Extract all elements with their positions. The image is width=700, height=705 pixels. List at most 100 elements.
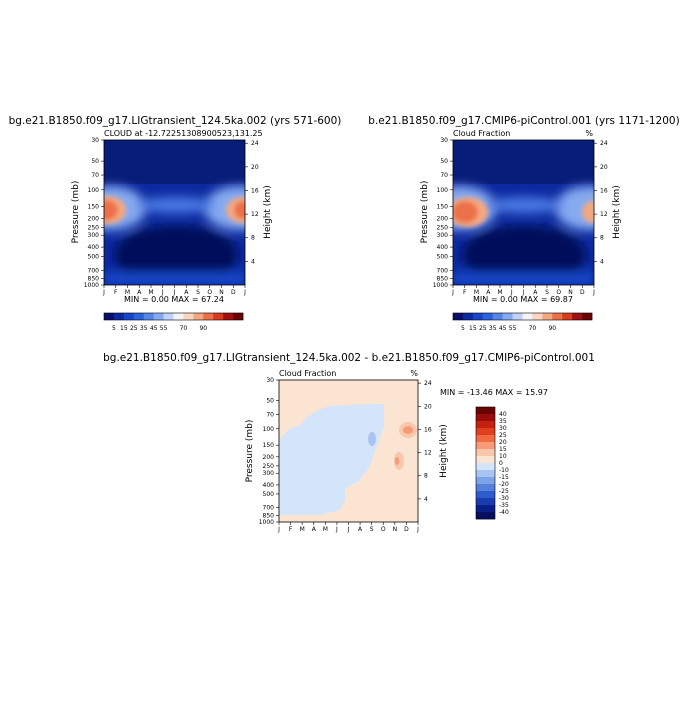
x-tick-label: N xyxy=(568,289,573,296)
colorbar-label: 15 xyxy=(120,325,128,332)
panel2-band-right xyxy=(555,186,594,230)
colorbar-label: 15 xyxy=(499,446,507,453)
x-tick-label: O xyxy=(556,289,561,296)
y-tick-label: 30 xyxy=(91,137,99,144)
y-right-tick-label: 8 xyxy=(424,473,428,480)
panel2-corner-label: % xyxy=(585,129,593,138)
panel3-ylabel-right: Height (km) xyxy=(439,424,449,478)
panel2-title: b.e21.B1850.f09_g17.CMIP6-piControl.001 … xyxy=(368,115,679,127)
panel1-cloud-max-left xyxy=(104,200,118,220)
panel2-dry-core xyxy=(462,225,586,285)
colorbar-label: 5 xyxy=(112,325,116,332)
colorbar-label: -25 xyxy=(499,488,509,495)
y-tick-label: 400 xyxy=(263,482,275,489)
panel2-cloud-max-right xyxy=(582,201,594,223)
panel1-band-mid xyxy=(136,197,216,213)
y-tick-label: 50 xyxy=(91,158,99,165)
colorbar-swatch xyxy=(582,313,593,320)
x-tick-label: O xyxy=(381,526,386,533)
panel3-ylabel: Pressure (mb) xyxy=(245,420,255,483)
y-tick-label: 500 xyxy=(437,253,449,260)
y-tick-label: 1000 xyxy=(84,282,99,289)
y-tick-label: 200 xyxy=(263,454,275,461)
y-right-tick-label: 12 xyxy=(251,211,259,218)
colorbar-label: 90 xyxy=(199,325,207,332)
colorbar-label: 90 xyxy=(548,325,556,332)
y-tick-label: 70 xyxy=(266,411,274,418)
y-tick-label: 100 xyxy=(88,187,100,194)
y-tick-label: 700 xyxy=(88,267,100,274)
y-right-tick-label: 16 xyxy=(600,187,608,194)
panel3-title: bg.e21.B1850.f09_g17.LIGtransient_124.5k… xyxy=(103,352,595,364)
colorbar-swatch xyxy=(476,512,495,520)
y-tick-label: 70 xyxy=(440,172,448,179)
colorbar-swatch xyxy=(472,313,484,320)
x-tick-label: M xyxy=(323,526,328,533)
x-tick-label: J xyxy=(592,289,595,296)
panel1-plot-field xyxy=(104,140,245,285)
colorbar-label: 35 xyxy=(499,418,507,425)
panel3-negative-region xyxy=(279,404,384,515)
x-tick-label: N xyxy=(393,526,398,533)
colorbar-label: 0 xyxy=(499,460,503,467)
colorbar-label: -20 xyxy=(499,481,509,488)
y-tick-label: 50 xyxy=(440,158,448,165)
colorbar-swatch xyxy=(476,421,495,429)
colorbar-label: 5 xyxy=(461,325,465,332)
colorbar-label: 25 xyxy=(479,325,487,332)
colorbar-swatch xyxy=(223,313,234,320)
colorbar-swatch xyxy=(153,313,164,320)
x-tick-label: F xyxy=(289,526,293,533)
x-tick-label: M xyxy=(125,289,130,296)
x-tick-label: J xyxy=(335,526,338,533)
x-tick-label: M xyxy=(497,289,502,296)
y-tick-label: 700 xyxy=(263,505,275,512)
colorbar-swatch xyxy=(482,313,494,320)
panel2-ylabel: Pressure (mb) xyxy=(420,181,430,244)
x-tick-label: J xyxy=(451,289,454,296)
panel3-plot-field xyxy=(279,380,418,522)
x-tick-label: J xyxy=(102,289,105,296)
y-right-tick-label: 12 xyxy=(424,450,432,457)
x-tick-label: J xyxy=(277,526,280,533)
y-tick-label: 150 xyxy=(263,442,275,449)
panel2-colorbar: 5 15 25 35 45 55 70 90 xyxy=(452,312,593,332)
colorbar-swatch xyxy=(476,435,495,443)
colorbar-swatch xyxy=(542,313,553,320)
x-tick-label: N xyxy=(219,289,224,296)
colorbar-label: 10 xyxy=(499,453,507,460)
colorbar-label: 45 xyxy=(150,325,158,332)
colorbar-swatch xyxy=(213,313,224,320)
colorbar-swatch xyxy=(203,313,214,320)
colorbar-swatch xyxy=(476,491,495,499)
colorbar-swatch xyxy=(476,407,495,415)
y-tick-label: 30 xyxy=(266,377,274,384)
colorbar-label: -10 xyxy=(499,467,509,474)
x-tick-label: A xyxy=(486,289,491,296)
colorbar-label: 70 xyxy=(180,325,188,332)
y-tick-label: 200 xyxy=(88,215,100,222)
y-tick-label: 300 xyxy=(88,232,100,239)
panel3-negative-minimum xyxy=(368,432,376,446)
colorbar-frame xyxy=(452,312,593,321)
panel3-corner-label: % xyxy=(410,369,418,378)
panel2-band-mid xyxy=(484,197,564,213)
colorbar-swatch xyxy=(502,313,513,320)
colorbar-label: 20 xyxy=(499,439,507,446)
x-tick-label: J xyxy=(173,289,176,296)
panel3-positive-max-lower-core xyxy=(395,457,399,465)
y-tick-label: 250 xyxy=(437,225,449,232)
colorbar-label: 25 xyxy=(499,432,507,439)
y-tick-label: 850 xyxy=(88,275,100,282)
y-tick-label: 400 xyxy=(437,244,449,251)
colorbar-swatch xyxy=(476,470,495,478)
colorbar-label: 35 xyxy=(489,325,497,332)
colorbar-swatch xyxy=(512,313,523,320)
colorbar-swatch xyxy=(143,313,154,320)
x-tick-label: D xyxy=(404,526,409,533)
colorbar-swatch xyxy=(476,456,495,464)
y-tick-label: 400 xyxy=(88,244,100,251)
x-tick-label: S xyxy=(370,526,374,533)
